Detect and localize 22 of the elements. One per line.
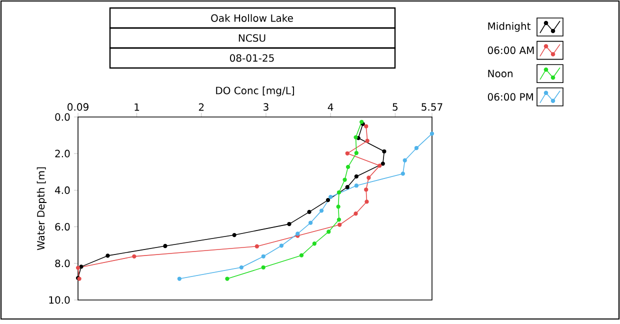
y-axis-title: Water Depth [m] bbox=[36, 167, 47, 250]
legend-label: 06:00 AM bbox=[488, 46, 534, 54]
text: 08-01-25 bbox=[230, 54, 274, 62]
x-tick-label: 0.09 bbox=[68, 103, 88, 111]
y-tick-label: 8.0 bbox=[55, 260, 70, 268]
y-tick-label: 10.0 bbox=[49, 296, 70, 304]
x-axis-title: DO Conc [mg/L] bbox=[216, 86, 294, 96]
legend-label: 06:00 PM bbox=[488, 93, 533, 101]
x-tick-label: 5.57 bbox=[422, 103, 442, 111]
x-tick-label: 4 bbox=[328, 103, 334, 111]
chart-title: Oak Hollow Lake bbox=[211, 14, 293, 22]
y-tick-label: 2.0 bbox=[55, 150, 70, 158]
chart-subtitle: NCSU bbox=[238, 34, 266, 42]
x-tick-label: 1 bbox=[134, 103, 140, 111]
x-tick-label: 3 bbox=[264, 103, 268, 111]
text: Noon bbox=[488, 70, 512, 78]
y-tick-label: 4.0 bbox=[54, 186, 70, 194]
x-tick-label: 2 bbox=[198, 103, 204, 111]
legend-label: Midnight bbox=[488, 22, 531, 32]
x-tick-label: 5 bbox=[392, 103, 398, 111]
y-tick-label: 6.0 bbox=[55, 223, 70, 231]
y-tick-label: 0.0 bbox=[55, 113, 70, 121]
